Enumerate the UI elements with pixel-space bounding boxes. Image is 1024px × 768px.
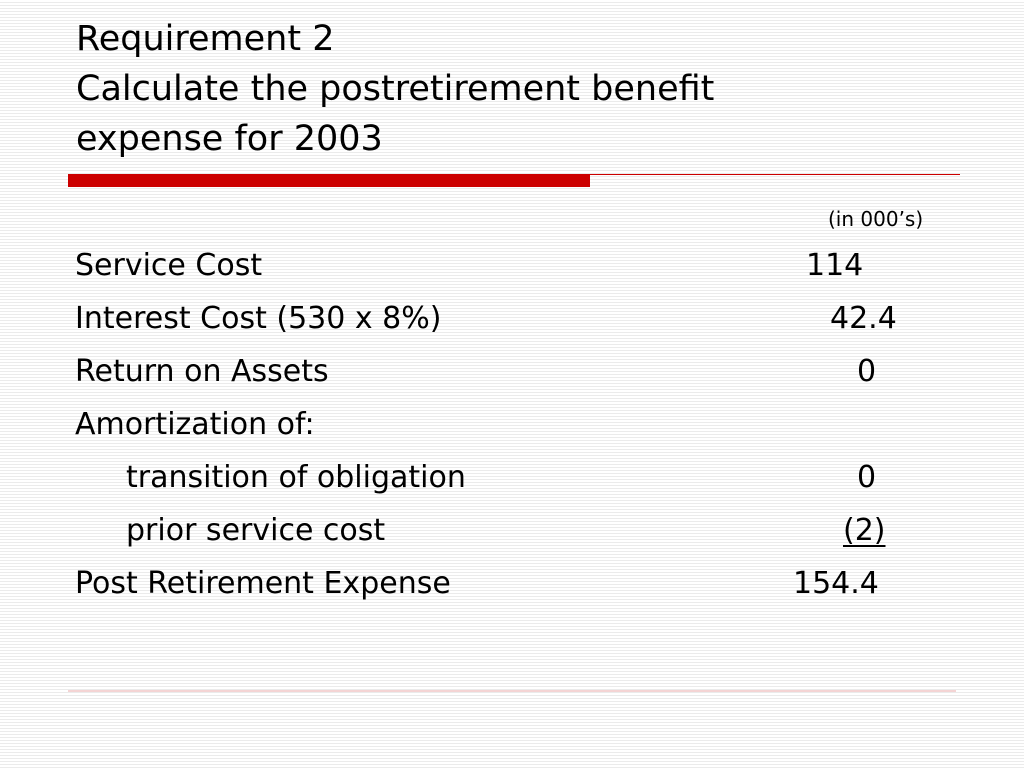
slide-title: Requirement 2 Calculate the postretireme… [76,14,976,164]
row-label: Amortization of: [75,407,315,442]
expense-row-return-on-assets: Return on Assets 0 [0,345,1024,398]
row-value: 154.4 [793,566,879,601]
title-line-3: expense for 2003 [76,119,383,159]
expense-row-prior-service-cost: prior service cost (2) [0,504,1024,557]
row-value: 114 [806,248,864,283]
unit-note: (in 000’s) [828,207,924,231]
row-label: prior service cost [126,513,386,548]
row-label: Service Cost [75,248,263,283]
title-line-2: Calculate the postretirement benefit [76,69,715,109]
row-label: Post Retirement Expense [75,566,451,601]
expense-row-amortization-heading: Amortization of: [0,398,1024,451]
title-divider-thin-line [590,174,960,175]
expense-row-interest-cost: Interest Cost (530 x 8%) 42.4 [0,292,1024,345]
expense-row-total: Post Retirement Expense 154.4 [0,557,1024,610]
title-divider [68,174,960,188]
row-label: Return on Assets [75,354,329,389]
row-label: Interest Cost (530 x 8%) [75,301,442,336]
expense-row-service-cost: Service Cost 114 [0,239,1024,292]
title-line-1: Requirement 2 [76,19,335,59]
row-value: 0 [857,460,877,495]
bottom-divider [68,690,956,692]
row-value: 0 [857,354,877,389]
title-divider-accent-bar [68,174,590,187]
row-value: 42.4 [830,301,897,336]
row-label: transition of obligation [126,460,466,495]
expense-row-transition-obligation: transition of obligation 0 [0,451,1024,504]
row-value: (2) [843,513,886,548]
